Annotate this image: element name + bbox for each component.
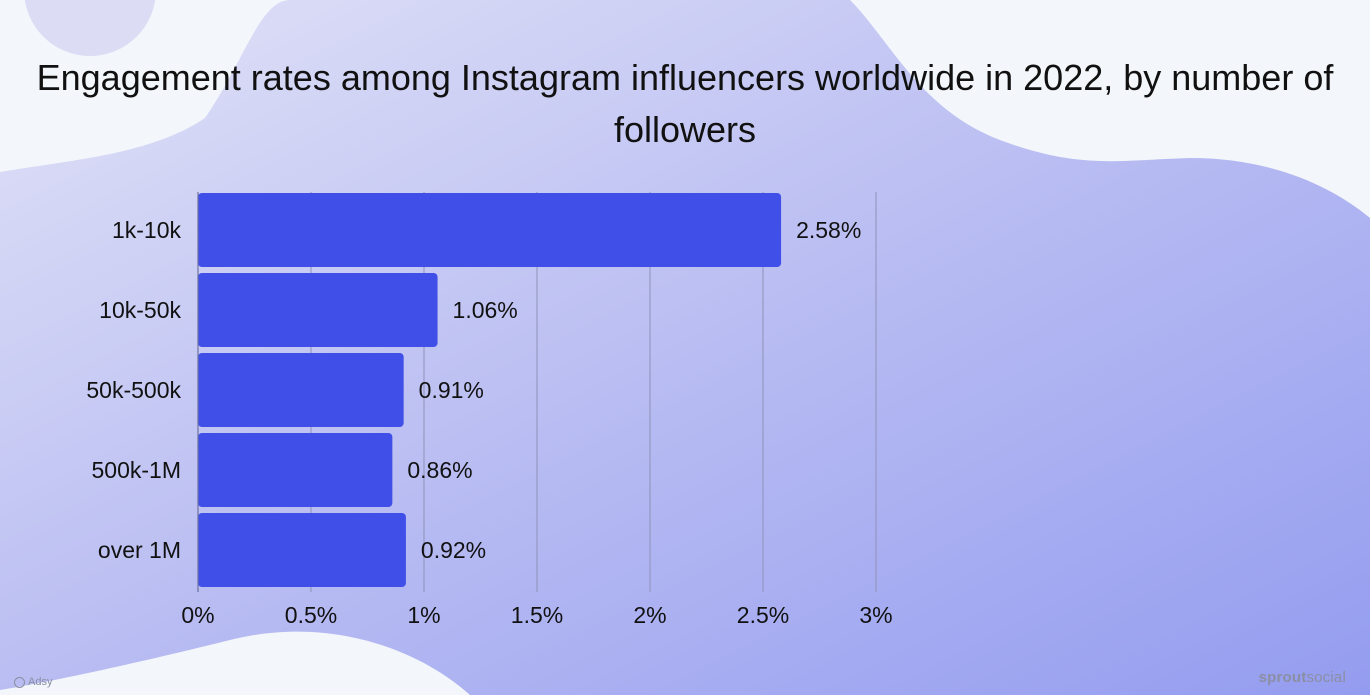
category-label: 10k-50k [99, 297, 181, 323]
x-tick-label: 1% [407, 602, 440, 628]
data-label: 2.58% [796, 217, 861, 243]
x-tick-label: 2% [633, 602, 666, 628]
bar [198, 513, 406, 587]
x-tick-label: 3% [859, 602, 892, 628]
category-label: over 1M [98, 537, 181, 563]
bar [198, 433, 393, 507]
decor-circle [24, 0, 156, 56]
brand-bold: sprout [1258, 669, 1307, 686]
x-tick-label: 0.5% [285, 602, 337, 628]
bar [198, 353, 404, 427]
category-label: 500k-1M [92, 457, 181, 483]
category-label: 1k-10k [112, 217, 182, 243]
adsy-watermark: Adsy [14, 676, 52, 688]
data-label: 0.91% [419, 377, 484, 403]
brand-rest: social [1306, 669, 1346, 686]
sproutsocial-logo: sproutsocial [1259, 669, 1346, 686]
x-tick-label: 2.5% [737, 602, 789, 628]
adsy-text: Adsy [28, 676, 53, 688]
x-tick-label: 0% [181, 602, 214, 628]
chart-title: Engagement rates among Instagram influen… [36, 57, 1334, 150]
bar [198, 273, 438, 347]
x-tick-label: 1.5% [511, 602, 563, 628]
data-label: 0.86% [407, 457, 472, 483]
data-label: 1.06% [453, 297, 518, 323]
category-label: 50k-500k [86, 377, 181, 403]
data-label: 0.92% [421, 537, 486, 563]
bar [198, 193, 782, 267]
adsy-logo-icon [14, 676, 25, 688]
